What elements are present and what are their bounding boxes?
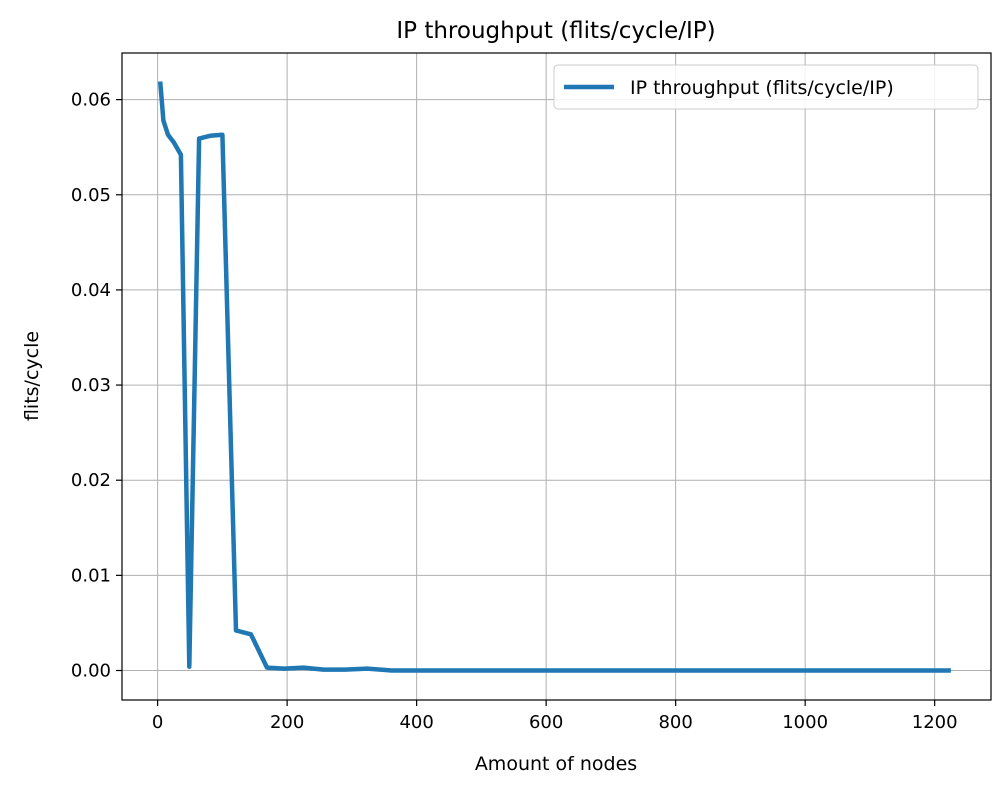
series-line — [157, 81, 951, 673]
legend-box — [553, 64, 979, 110]
x-tick-label: 200 — [270, 712, 304, 733]
x-axis-label: Amount of nodes — [475, 753, 637, 775]
x-tick-label: 600 — [529, 712, 563, 733]
x-tick-label: 0 — [152, 712, 163, 733]
series-layer — [157, 81, 951, 673]
x-tick-label: 400 — [399, 712, 433, 733]
y-tick-label: 0.02 — [71, 470, 111, 491]
legend: IP throughput (flits/cycle/IP) — [553, 64, 979, 110]
y-axis-label: flits/cycle — [21, 331, 43, 421]
plot-frame — [121, 52, 992, 701]
y-tick-label: 0.01 — [71, 565, 111, 586]
legend-label: IP throughput (flits/cycle/IP) — [630, 77, 894, 99]
y-tick-label: 0.00 — [71, 661, 111, 682]
ticks: 0 200 400 600 800 1000 1200 0.00 0.01 0.02 0.03 0.0… — [71, 90, 958, 733]
chart-title: IP throughput (flits/cycle/IP) — [396, 18, 715, 44]
y-tick-label: 0.06 — [71, 90, 111, 111]
plot-area — [122, 53, 991, 700]
x-tick-label: 1000 — [782, 712, 828, 733]
y-tick-label: 0.05 — [71, 185, 111, 206]
y-tick-label: 0.03 — [71, 375, 111, 396]
y-tick-label: 0.04 — [71, 280, 111, 301]
x-tick-label: 800 — [658, 712, 692, 733]
x-tick-label: 1200 — [912, 712, 958, 733]
